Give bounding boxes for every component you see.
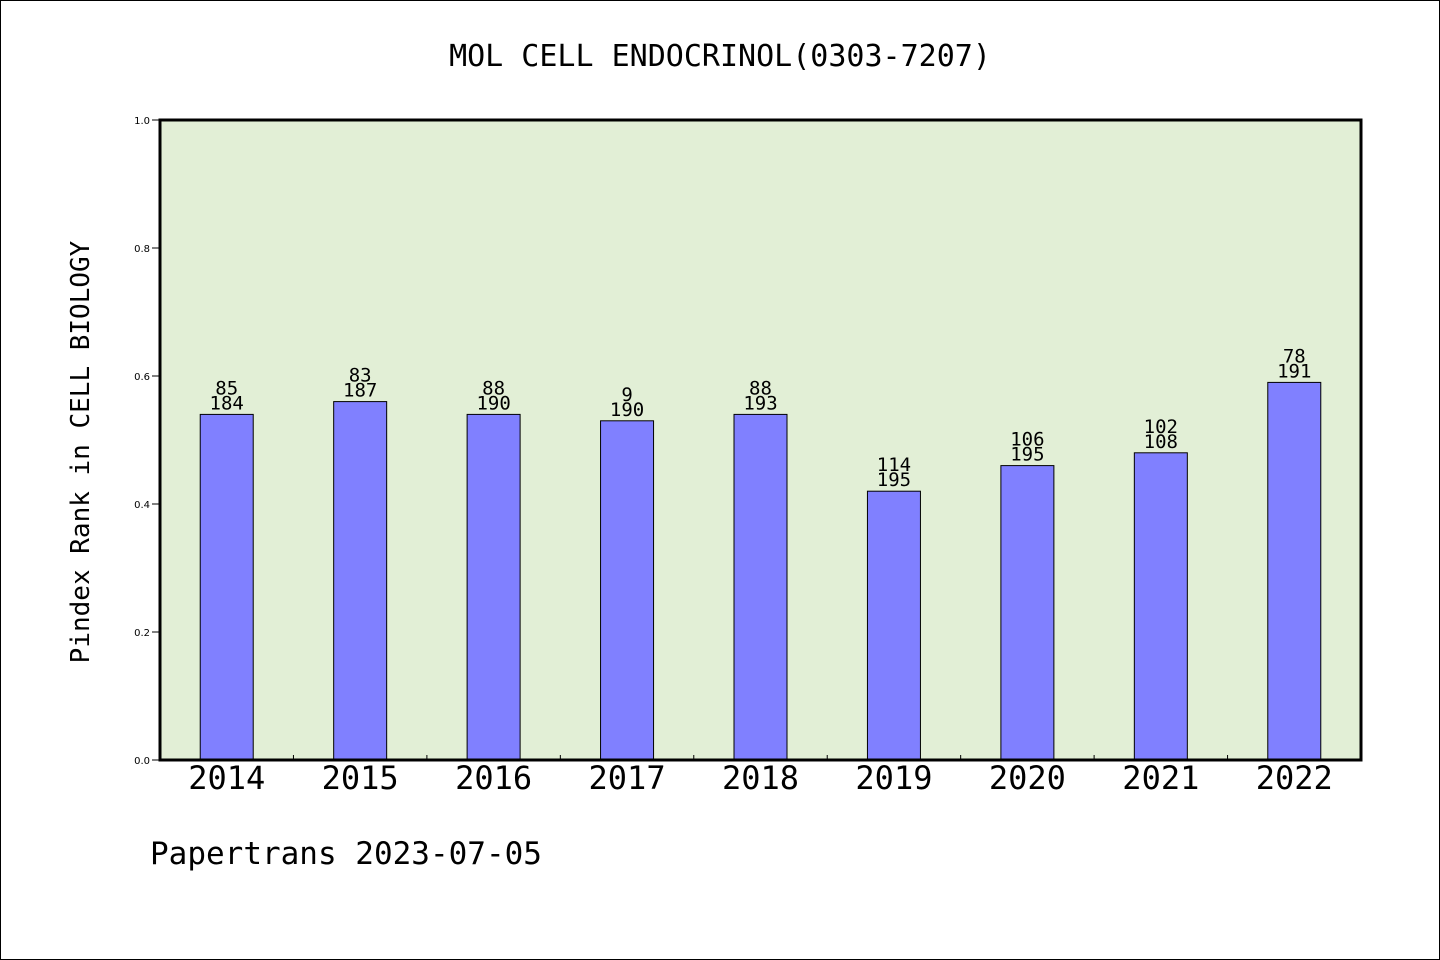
bar-total-label: 195 — [877, 469, 911, 491]
plot-border — [158, 118, 1363, 762]
bar-2017 — [600, 420, 655, 761]
bar-rank-label: 9 — [621, 384, 632, 406]
bar-total-label: 191 — [1277, 360, 1311, 382]
y-tick-label: 0.6 — [134, 372, 150, 383]
x-tick-label: 2017 — [589, 759, 666, 797]
x-tick-label: 2022 — [1256, 759, 1333, 797]
bar-total-label: 184 — [210, 392, 244, 414]
y-tick-label: 0.2 — [134, 628, 150, 639]
bar-2020 — [1000, 465, 1055, 761]
y-tick-label: 0.4 — [134, 500, 150, 511]
bar-total-label: 108 — [1144, 431, 1178, 453]
bar-rank-label: 88 — [749, 377, 772, 399]
x-tick-label: 2015 — [322, 759, 399, 797]
bar-2014 — [199, 413, 254, 761]
y-tick-label: 0.8 — [134, 244, 150, 255]
bar-rank-label: 85 — [215, 377, 238, 399]
bar-rank-label: 106 — [1010, 429, 1044, 451]
bar-2015 — [333, 401, 388, 761]
bar-2018 — [733, 413, 788, 761]
bar-2019 — [866, 490, 921, 761]
x-tick-label: 2019 — [855, 759, 932, 797]
bar-rank-label: 83 — [349, 365, 372, 387]
bar-2022 — [1267, 381, 1322, 761]
bar-rank-label: 102 — [1144, 416, 1178, 438]
bar-rank-label: 88 — [482, 377, 505, 399]
x-tick-label: 2020 — [989, 759, 1066, 797]
bar-2021 — [1133, 452, 1188, 761]
y-tick-label: 1.0 — [134, 116, 150, 127]
bar-total-label: 187 — [343, 380, 377, 402]
x-tick-label: 2016 — [455, 759, 532, 797]
chart-title: MOL CELL ENDOCRINOL(0303-7207) — [449, 39, 991, 74]
x-tick-label: 2014 — [188, 759, 265, 797]
bar-total-label: 190 — [610, 399, 644, 421]
x-tick-label: 2018 — [722, 759, 799, 797]
bar-total-label: 190 — [476, 392, 510, 414]
bar-total-label: 195 — [1010, 444, 1044, 466]
bar-total-label: 193 — [743, 392, 777, 414]
y-tick-label: 0.0 — [134, 756, 150, 767]
y-axis-label: Pindex Rank in CELL BIOLOGY — [66, 240, 96, 663]
bar-2016 — [466, 413, 521, 761]
x-tick-label: 2021 — [1122, 759, 1199, 797]
bar-rank-label: 78 — [1283, 345, 1306, 367]
footer-text: Papertrans 2023-07-05 — [150, 836, 542, 872]
bar-rank-label: 114 — [877, 454, 911, 476]
